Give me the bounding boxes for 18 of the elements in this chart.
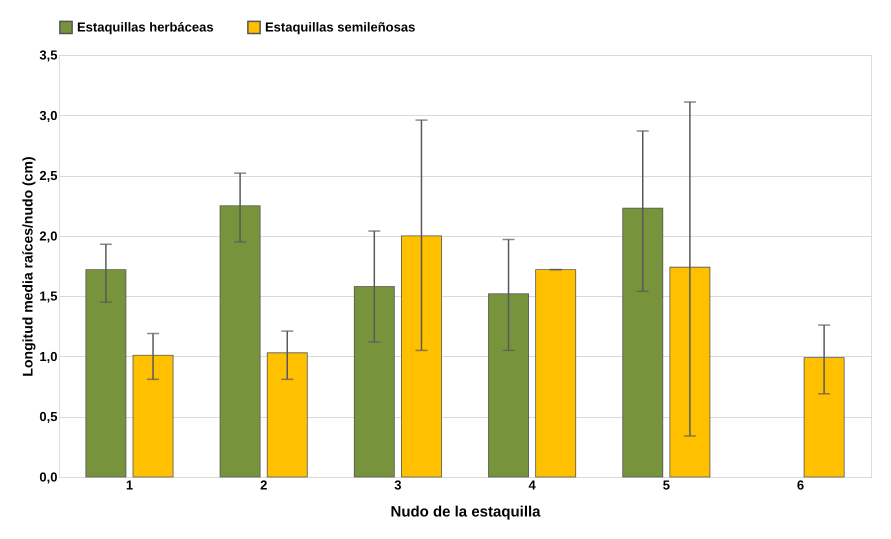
y-tick-label: 0,0 (39, 470, 58, 484)
x-tick-label: 6 (796, 478, 804, 492)
y-tick-label: 3,5 (39, 48, 58, 62)
legend-label: Estaquillas herbáceas (77, 19, 214, 34)
legend-label: Estaquillas semileñosas (265, 19, 416, 34)
x-axis-title: Nudo de la estaquilla (390, 504, 542, 520)
x-tick-label: 2 (260, 478, 268, 492)
y-tick-label: 1,0 (39, 348, 58, 364)
x-tick-label: 5 (662, 478, 670, 492)
y-tick-label: 3,0 (39, 108, 58, 123)
y-tick-label: 2,0 (39, 228, 58, 244)
y-tick-label: 0,5 (39, 409, 58, 424)
x-tick-label: 1 (126, 478, 134, 492)
y-axis-title: Longitud media raíces/nudo (cm) (19, 156, 36, 377)
x-tick-label: 3 (394, 478, 402, 492)
x-tick-label: 4 (528, 478, 536, 492)
y-tick-label: 1,5 (39, 288, 58, 304)
y-tick-label: 2,5 (39, 168, 58, 184)
